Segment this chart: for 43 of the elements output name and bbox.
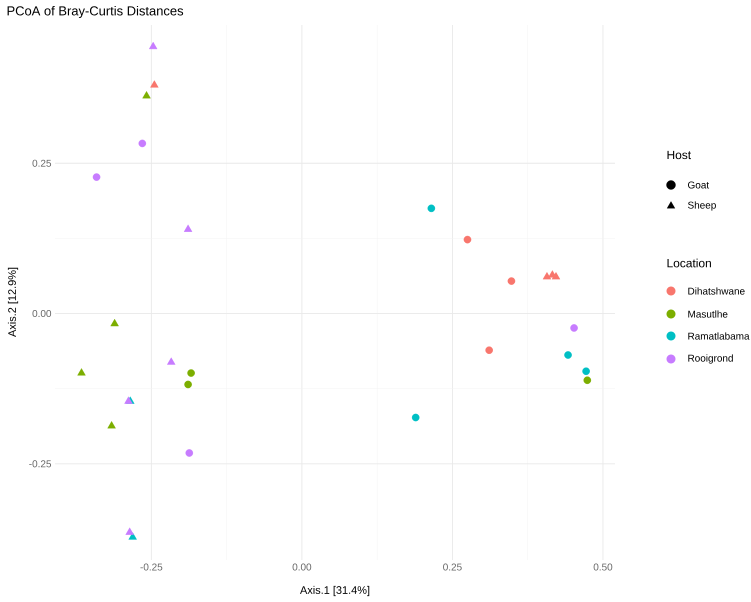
point [584,376,592,384]
y-tick-label: 0.25 [32,160,52,167]
x-tick-label: 0.25 [443,564,462,571]
point [412,414,420,422]
point [184,224,192,232]
point [138,140,146,148]
x-tick-label: 0.50 [594,564,612,571]
legend-label: Dihatshwane [688,287,745,295]
point [125,528,134,535]
point [107,421,116,428]
legend-label: Sheep [688,201,716,211]
point [428,204,436,212]
point [184,380,192,388]
point [564,351,572,359]
text: Host [668,150,692,160]
point [92,173,100,181]
point [167,357,176,365]
point [464,236,472,244]
y-tick-label: 0.00 [32,310,52,318]
point [142,91,151,98]
x-axis-title: Axis.1 [31.4%] [300,586,370,596]
point [187,369,195,377]
y-axis-title: Axis.2 [12.9%] [8,268,18,337]
legend-label: Ramatlabama [688,332,750,340]
point [77,368,86,376]
point [542,272,552,280]
x-tick-label: 0.00 [292,564,312,571]
legend-label: Goat [688,181,710,189]
x-tick-label: -0.25 [140,564,162,571]
point [110,318,119,326]
legend-title: Location [668,258,711,268]
point [185,449,194,457]
point [552,272,560,280]
point [148,42,158,50]
point [485,346,493,354]
legend-label: Masutlhe [688,310,728,318]
point [582,367,590,376]
chart-title: PCoA of Bray-Curtis Distances [8,6,184,18]
point [508,277,516,285]
point [570,324,578,332]
point [150,80,159,88]
y-tick-label: -0.25 [29,460,52,468]
legend-label: Rooigrond [688,354,733,364]
